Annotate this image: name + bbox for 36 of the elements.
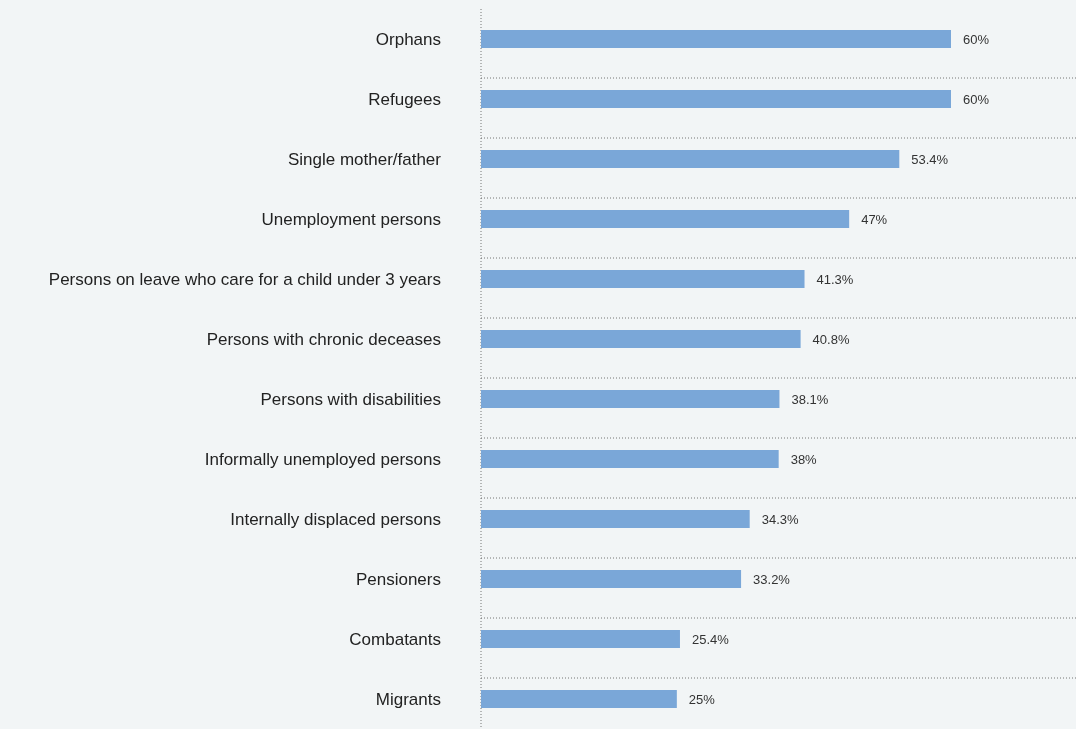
bar xyxy=(481,570,742,588)
bar xyxy=(481,30,951,48)
bar xyxy=(481,450,779,468)
data-label: 60% xyxy=(963,31,990,47)
bar xyxy=(481,510,750,528)
data-label: 34.3% xyxy=(761,511,799,527)
data-label: 38% xyxy=(790,451,818,467)
data-label: 47% xyxy=(861,211,888,227)
y-tick-label: Migrants xyxy=(375,689,441,709)
data-label: 60% xyxy=(963,91,990,107)
data-label: 53.4% xyxy=(911,151,949,167)
bar xyxy=(481,690,677,708)
data-label: 33.2% xyxy=(753,571,791,587)
data-label: 38.1% xyxy=(791,391,829,407)
bar xyxy=(481,210,850,228)
bar xyxy=(481,630,680,648)
y-tick-label: Persons on leave who care for a child under 3 years xyxy=(48,269,441,289)
data-label: 41.3% xyxy=(816,271,854,287)
y-tick-label: Combatants xyxy=(349,629,441,649)
y-tick-label: Refugees xyxy=(368,89,441,109)
bar xyxy=(481,90,951,108)
bar xyxy=(481,150,900,168)
y-tick-label: Unemployment persons xyxy=(261,209,441,229)
y-tick-label: Single mother/father xyxy=(287,149,442,169)
bar xyxy=(481,270,805,288)
data-label: 25.4% xyxy=(691,631,730,647)
data-label: 25% xyxy=(688,691,716,707)
y-tick-label: Internally displaced persons xyxy=(230,509,441,529)
y-tick-label: Informally unemployed persons xyxy=(204,449,441,469)
y-tick-label: Persons with chronic deceases xyxy=(206,329,441,349)
y-tick-label: Pensioners xyxy=(355,569,441,589)
bar xyxy=(481,330,801,348)
y-tick-label: Orphans xyxy=(375,29,441,49)
bar xyxy=(481,390,780,408)
y-tick-label: Persons with disabilities xyxy=(260,389,441,409)
data-label: 40.8% xyxy=(812,331,850,347)
